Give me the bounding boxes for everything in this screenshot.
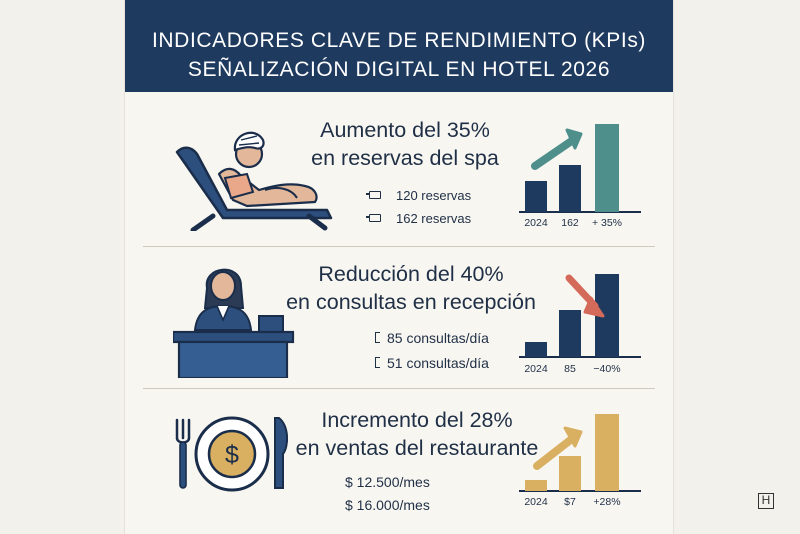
section-spa: Aumento del 35% en reservas del spa 120 …: [125, 92, 673, 247]
restaurant-metric-after: $ 16.000/mes: [345, 497, 430, 513]
spa-metric-after: 162 reservas: [396, 211, 472, 226]
divider: [143, 388, 655, 389]
title-line-1: INDICADORES CLAVE DE RENDIMIENTO (KPIs): [151, 29, 647, 52]
section-restaurant: $ Incremento del 28% en ventas del resta…: [125, 390, 673, 534]
restaurant-headline-2: en ventas del restaurante: [295, 436, 539, 460]
chart-label-1: 2024: [524, 363, 548, 375]
spa-headline-2: en reservas del spa: [311, 146, 499, 170]
restaurant-metric-before: $ 12.500/mes: [345, 474, 430, 490]
chart-label-3: −40%: [593, 363, 621, 375]
bar-28: [595, 414, 619, 491]
title-line-2: SEÑALIZACIÓN DIGITAL EN HOTEL 2026: [187, 58, 611, 81]
bar-2024: [525, 181, 547, 212]
bar-7: [559, 456, 581, 491]
inquiry-icon: [375, 357, 380, 368]
svg-text:$: $: [225, 441, 239, 469]
booking-icon: [366, 214, 381, 222]
reception-desk-icon: [173, 268, 295, 378]
reception-headline-2: en consultas en recepción: [286, 290, 536, 314]
reception-bar-chart: 2024 85 −40%: [515, 272, 645, 375]
reception-headline-1: Reducción del 40%: [318, 262, 504, 286]
kpi-infographic: INDICADORES CLAVE DE RENDIMIENTO (KPIs) …: [125, 0, 673, 534]
bar-162: [559, 165, 581, 212]
spa-lounger-icon: [175, 131, 333, 231]
section-reception: Reducción del 40% en consultas en recepc…: [125, 248, 673, 389]
chart-label-2: $7: [564, 496, 576, 508]
hotel-logo: H: [758, 493, 774, 509]
inquiry-icon: [375, 332, 380, 343]
bar-85: [559, 310, 581, 357]
restaurant-bar-chart: 2024 $7 +28%: [515, 412, 645, 508]
trend-up-arrow: [533, 434, 577, 470]
booking-icon: [366, 191, 381, 199]
reception-metric-after: 51 consultas/día: [387, 355, 489, 371]
trend-up-arrow: [531, 136, 577, 170]
bar-35: [595, 124, 619, 212]
spa-metric-before: 120 reservas: [396, 188, 472, 203]
chart-label-3: + 35%: [591, 217, 623, 229]
bar-2024: [525, 342, 547, 357]
chart-label-1: 2024: [524, 217, 548, 229]
chart-label-3: +28%: [593, 496, 621, 508]
restaurant-plate-icon: $: [175, 416, 289, 492]
divider: [143, 246, 655, 247]
spa-headline-1: Aumento del 35%: [320, 118, 490, 142]
restaurant-headline-1: Incremento del 28%: [321, 408, 513, 432]
chart-label-2: 85: [564, 363, 576, 375]
chart-label-1: 2024: [524, 496, 548, 508]
header-banner: INDICADORES CLAVE DE RENDIMIENTO (KPIs) …: [125, 0, 673, 92]
bar-2024: [525, 480, 547, 491]
reception-metric-before: 85 consultas/día: [387, 330, 489, 346]
chart-label-2: 162: [561, 217, 579, 229]
spa-bar-chart: 2024 162 + 35%: [515, 120, 645, 229]
